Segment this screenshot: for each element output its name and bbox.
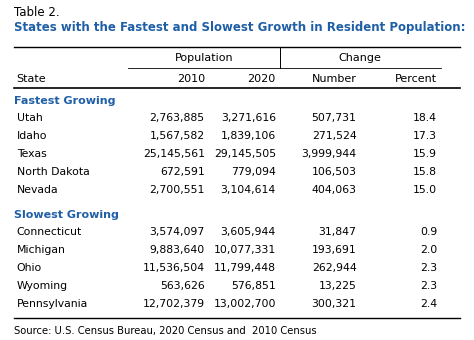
Text: 15.8: 15.8	[413, 167, 437, 177]
Text: 13,225: 13,225	[319, 280, 356, 291]
Text: Ohio: Ohio	[17, 262, 42, 273]
Text: North Dakota: North Dakota	[17, 167, 89, 177]
Text: Wyoming: Wyoming	[17, 280, 68, 291]
Text: 15.0: 15.0	[413, 185, 437, 195]
Text: 1,839,106: 1,839,106	[220, 131, 276, 141]
Text: 29,145,505: 29,145,505	[214, 149, 276, 159]
Text: 2010: 2010	[177, 74, 205, 84]
Text: Pennsylvania: Pennsylvania	[17, 299, 88, 309]
Text: Population: Population	[174, 53, 233, 63]
Text: 271,524: 271,524	[312, 131, 356, 141]
Text: 563,626: 563,626	[160, 280, 205, 291]
Text: 0.9: 0.9	[420, 226, 437, 237]
Text: Michigan: Michigan	[17, 244, 65, 255]
Text: 3,605,944: 3,605,944	[220, 226, 276, 237]
Text: 106,503: 106,503	[311, 167, 356, 177]
Text: Slowest Growing: Slowest Growing	[14, 210, 119, 220]
Text: 3,271,616: 3,271,616	[221, 113, 276, 123]
Text: 2.0: 2.0	[420, 244, 437, 255]
Text: 2020: 2020	[247, 74, 276, 84]
Text: Number: Number	[311, 74, 356, 84]
Text: 507,731: 507,731	[311, 113, 356, 123]
Text: 2.3: 2.3	[420, 262, 437, 273]
Text: States with the Fastest and Slowest Growth in Resident Population:  2010 to 2020: States with the Fastest and Slowest Grow…	[14, 21, 474, 34]
Text: 2,700,551: 2,700,551	[149, 185, 205, 195]
Text: 672,591: 672,591	[160, 167, 205, 177]
Text: Fastest Growing: Fastest Growing	[14, 96, 116, 106]
Text: 2,763,885: 2,763,885	[150, 113, 205, 123]
Text: 3,104,614: 3,104,614	[220, 185, 276, 195]
Text: 11,799,448: 11,799,448	[214, 262, 276, 273]
Text: 3,999,944: 3,999,944	[301, 149, 356, 159]
Text: 31,847: 31,847	[319, 226, 356, 237]
Text: 12,702,379: 12,702,379	[143, 299, 205, 309]
Text: Table 2.: Table 2.	[14, 6, 60, 19]
Text: Source: U.S. Census Bureau, 2020 Census and  2010 Census: Source: U.S. Census Bureau, 2020 Census …	[14, 326, 317, 336]
Text: 13,002,700: 13,002,700	[213, 299, 276, 309]
Text: 25,145,561: 25,145,561	[143, 149, 205, 159]
Text: 404,063: 404,063	[311, 185, 356, 195]
Text: 10,077,331: 10,077,331	[214, 244, 276, 255]
Text: 576,851: 576,851	[231, 280, 276, 291]
Text: 18.4: 18.4	[413, 113, 437, 123]
Text: 3,574,097: 3,574,097	[149, 226, 205, 237]
Text: 779,094: 779,094	[231, 167, 276, 177]
Text: 17.3: 17.3	[413, 131, 437, 141]
Text: Connecticut: Connecticut	[17, 226, 82, 237]
Text: 9,883,640: 9,883,640	[149, 244, 205, 255]
Text: Texas: Texas	[17, 149, 46, 159]
Text: Idaho: Idaho	[17, 131, 47, 141]
Text: 2.4: 2.4	[420, 299, 437, 309]
Text: Percent: Percent	[395, 74, 437, 84]
Text: 262,944: 262,944	[312, 262, 356, 273]
Text: 2.3: 2.3	[420, 280, 437, 291]
Text: Nevada: Nevada	[17, 185, 58, 195]
Text: Utah: Utah	[17, 113, 42, 123]
Text: State: State	[17, 74, 46, 84]
Text: 1,567,582: 1,567,582	[150, 131, 205, 141]
Text: 11,536,504: 11,536,504	[143, 262, 205, 273]
Text: 15.9: 15.9	[413, 149, 437, 159]
Text: 300,321: 300,321	[311, 299, 356, 309]
Text: Change: Change	[339, 53, 382, 63]
Text: 193,691: 193,691	[312, 244, 356, 255]
